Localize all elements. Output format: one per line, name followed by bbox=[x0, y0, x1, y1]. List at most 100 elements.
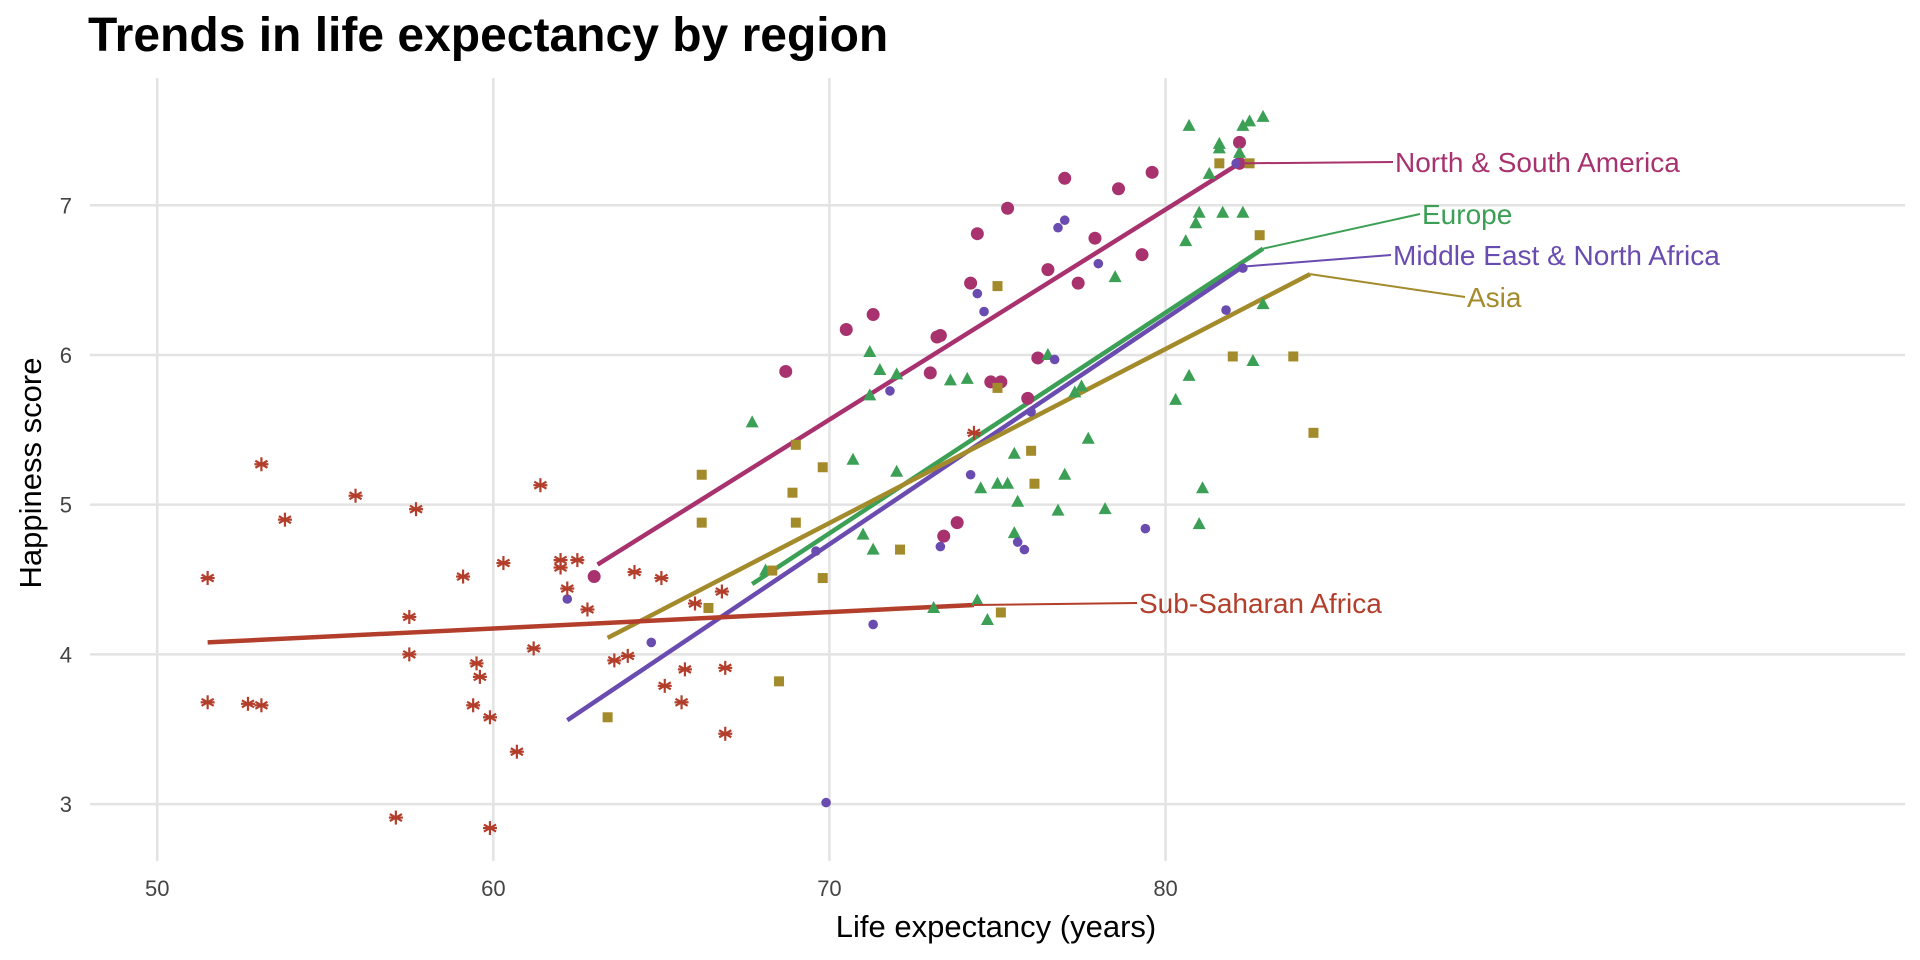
data-point bbox=[200, 571, 215, 586]
data-point bbox=[790, 439, 801, 450]
region-labels: North & South America Europe Middle East &… bbox=[973, 147, 1720, 619]
data-point bbox=[533, 478, 548, 493]
data-point bbox=[1233, 145, 1246, 158]
data-point bbox=[995, 607, 1006, 618]
data-point bbox=[817, 573, 828, 584]
data-point bbox=[688, 596, 702, 611]
x-tick-label: 80 bbox=[1153, 876, 1177, 901]
data-point bbox=[1058, 171, 1072, 185]
data-point bbox=[657, 678, 672, 693]
data-point bbox=[677, 662, 692, 677]
data-point bbox=[718, 726, 733, 741]
data-point bbox=[863, 388, 877, 401]
data-point bbox=[935, 541, 946, 552]
data-point bbox=[456, 569, 471, 584]
data-point bbox=[1112, 182, 1125, 196]
label-leader-line bbox=[1262, 213, 1421, 250]
data-point bbox=[1231, 158, 1241, 169]
data-point bbox=[1145, 165, 1159, 179]
data-point bbox=[863, 344, 877, 357]
data-point bbox=[895, 544, 906, 555]
data-point bbox=[718, 660, 733, 675]
data-point bbox=[1021, 391, 1035, 405]
data-point bbox=[846, 452, 860, 465]
data-point bbox=[602, 712, 613, 723]
data-point bbox=[1243, 114, 1257, 127]
data-point bbox=[1140, 523, 1151, 534]
data-point bbox=[1019, 544, 1030, 555]
data-point bbox=[991, 476, 1004, 489]
data-point bbox=[714, 584, 729, 599]
data-point bbox=[1202, 166, 1216, 179]
data-point bbox=[240, 696, 255, 711]
trend-line bbox=[606, 272, 1312, 640]
data-point bbox=[1221, 305, 1231, 315]
data-point bbox=[1075, 379, 1089, 392]
data-point bbox=[1001, 201, 1015, 215]
data-point bbox=[1108, 270, 1122, 283]
data-point bbox=[482, 821, 497, 836]
data-point bbox=[1053, 222, 1063, 233]
data-point bbox=[1233, 135, 1246, 149]
data-point bbox=[553, 553, 568, 568]
data-point bbox=[1227, 351, 1238, 362]
data-point bbox=[277, 512, 292, 527]
trend-line bbox=[596, 161, 1241, 567]
data-point bbox=[570, 553, 585, 568]
data-point bbox=[890, 367, 904, 380]
data-point bbox=[1216, 205, 1230, 218]
data-point bbox=[1093, 258, 1104, 269]
data-point bbox=[1192, 517, 1206, 530]
data-point bbox=[388, 810, 403, 825]
data-point bbox=[779, 364, 793, 378]
data-point bbox=[1236, 205, 1250, 218]
data-point bbox=[482, 710, 497, 725]
data-point bbox=[790, 517, 801, 528]
data-point bbox=[1135, 248, 1149, 262]
data-point bbox=[587, 570, 601, 584]
data-point bbox=[1049, 354, 1060, 365]
data-point bbox=[950, 516, 964, 530]
data-point bbox=[970, 227, 984, 241]
data-point bbox=[1007, 446, 1021, 459]
y-tick-label: 4 bbox=[60, 642, 72, 667]
data-point bbox=[1051, 503, 1065, 516]
data-point bbox=[254, 698, 269, 713]
data-point bbox=[1308, 427, 1319, 438]
trend-line bbox=[566, 264, 1245, 723]
data-point bbox=[1182, 118, 1196, 131]
label-leader-line bbox=[1239, 161, 1394, 165]
data-point bbox=[1088, 231, 1102, 245]
data-point bbox=[811, 546, 821, 556]
data-point bbox=[966, 425, 981, 440]
data-points bbox=[200, 109, 1319, 836]
grid-lines bbox=[90, 78, 1905, 861]
data-point bbox=[1029, 478, 1040, 489]
data-point bbox=[696, 469, 707, 480]
data-point bbox=[980, 612, 994, 625]
data-point bbox=[496, 556, 511, 571]
data-point bbox=[890, 464, 904, 477]
data-point bbox=[992, 382, 1003, 393]
data-point bbox=[200, 695, 215, 710]
data-point bbox=[1256, 297, 1270, 310]
data-point bbox=[745, 415, 759, 428]
data-point bbox=[964, 276, 978, 290]
data-point bbox=[409, 502, 424, 517]
data-point bbox=[1026, 407, 1036, 417]
data-point bbox=[927, 600, 941, 613]
data-point bbox=[992, 281, 1003, 292]
data-point bbox=[1246, 353, 1260, 366]
data-point bbox=[979, 306, 989, 317]
data-point bbox=[923, 366, 937, 380]
data-point bbox=[402, 647, 417, 662]
data-point bbox=[472, 669, 487, 684]
data-point bbox=[839, 323, 853, 337]
data-point bbox=[1059, 215, 1070, 226]
data-point bbox=[1214, 158, 1225, 169]
data-point bbox=[1012, 537, 1023, 547]
label-leader-line bbox=[1242, 254, 1392, 268]
data-point bbox=[856, 527, 870, 540]
data-point bbox=[254, 457, 269, 472]
data-point bbox=[866, 308, 880, 322]
